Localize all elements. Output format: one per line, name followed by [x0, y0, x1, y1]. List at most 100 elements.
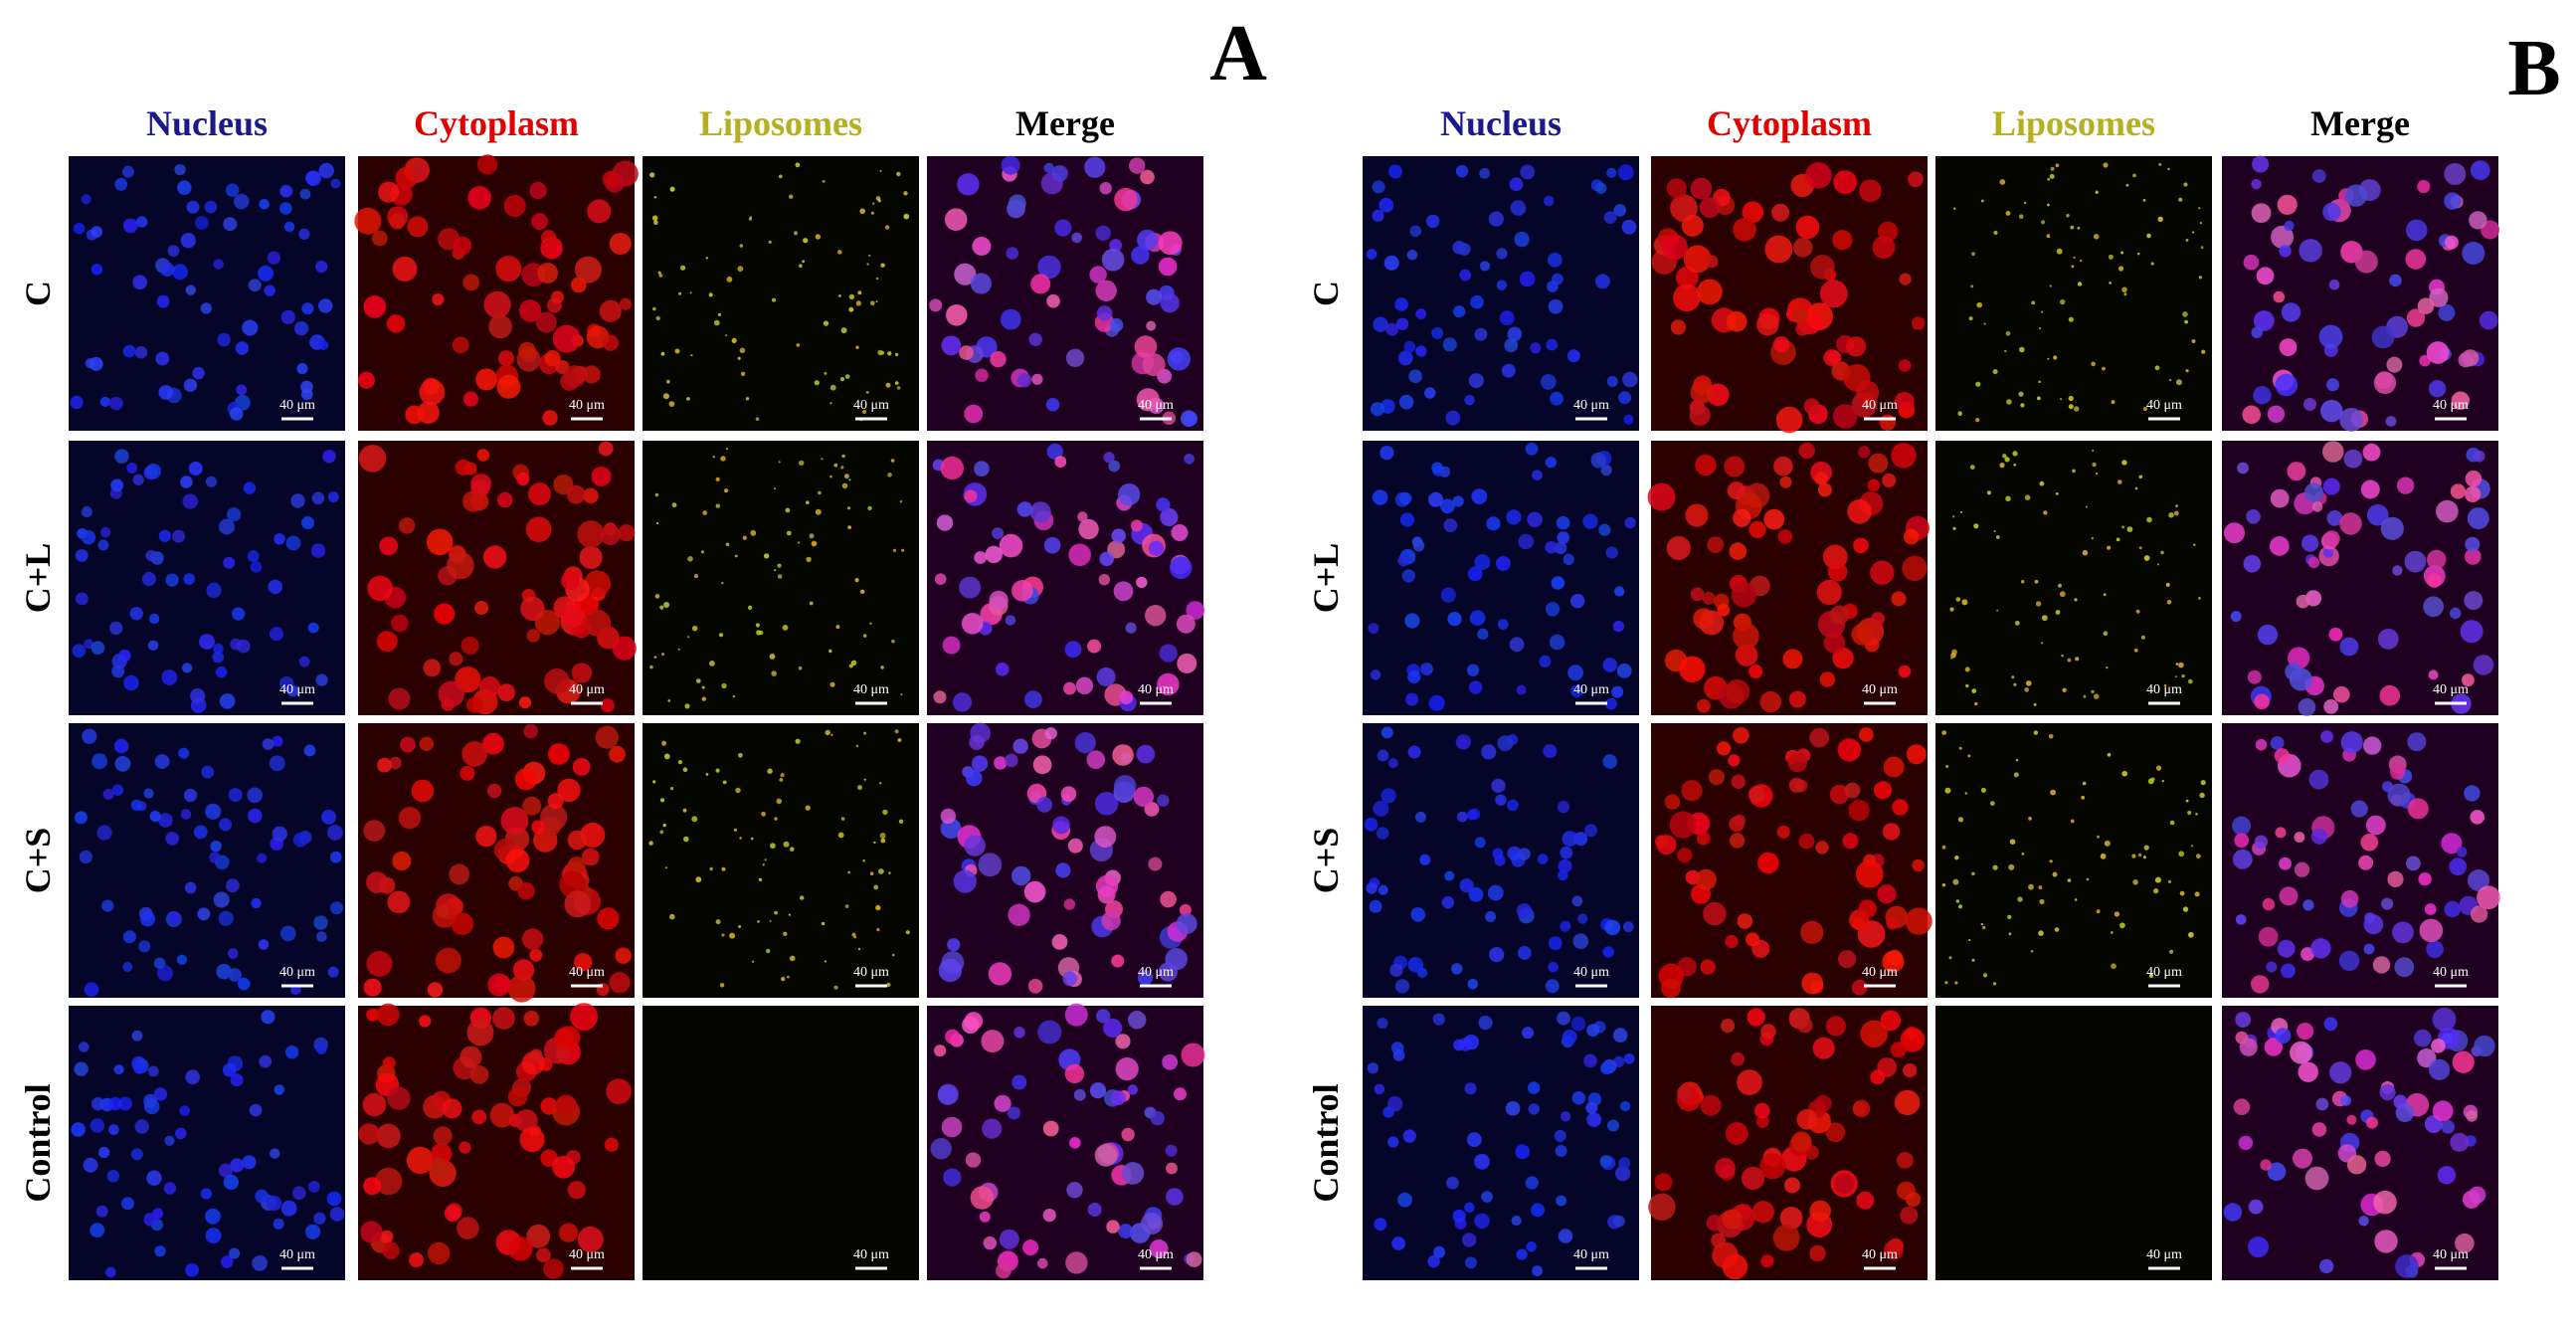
- cell: [1908, 171, 1924, 188]
- cell: [1721, 1019, 1736, 1034]
- cell: [738, 752, 743, 758]
- cell: [972, 237, 992, 256]
- cell: [896, 171, 901, 177]
- cell: [848, 293, 855, 300]
- cell: [840, 466, 844, 470]
- cell: [1408, 369, 1422, 384]
- cell: [2407, 732, 2427, 752]
- cell: [1817, 482, 1832, 497]
- cell: [2067, 878, 2072, 882]
- cell: [160, 262, 175, 277]
- cell: [363, 1177, 382, 1196]
- micrograph: 40 μm: [2222, 1006, 2498, 1280]
- cell: [1065, 1251, 1088, 1274]
- cell: [1532, 1265, 1543, 1276]
- cell: [1044, 727, 1057, 740]
- cell: [2363, 943, 2375, 955]
- cell: [1798, 442, 1815, 460]
- cell: [219, 693, 236, 709]
- cell: [2169, 949, 2174, 954]
- cell: [72, 644, 87, 658]
- cell: [2071, 265, 2075, 269]
- cell: [389, 213, 406, 230]
- cell: [1853, 537, 1869, 554]
- cell: [526, 629, 540, 643]
- cell: [267, 251, 280, 265]
- cell: [1898, 665, 1912, 678]
- cell: [1511, 1215, 1522, 1227]
- column-header: Merge: [2310, 103, 2410, 143]
- cell: [1882, 950, 1905, 973]
- cell: [197, 907, 211, 921]
- cell: [863, 731, 867, 735]
- cell: [279, 184, 293, 198]
- cell: [1961, 599, 1968, 606]
- cell: [1549, 936, 1563, 950]
- cell: [651, 215, 658, 221]
- cell: [2096, 473, 2099, 475]
- cell: [376, 1123, 401, 1149]
- cell: [1452, 495, 1464, 507]
- cell: [290, 493, 305, 508]
- cell: [518, 299, 542, 322]
- cell: [2279, 856, 2292, 870]
- cell: [1567, 665, 1583, 681]
- cell: [1442, 337, 1457, 352]
- cell: [139, 911, 156, 927]
- cell: [2279, 338, 2298, 356]
- cell: [1809, 1244, 1826, 1262]
- cell: [229, 407, 244, 421]
- cell: [934, 1045, 947, 1057]
- cell: [2270, 488, 2290, 508]
- cell: [219, 818, 232, 832]
- cell: [1462, 1233, 1477, 1247]
- cell: [1103, 1018, 1123, 1039]
- cell: [1114, 187, 1138, 212]
- cell: [1760, 1254, 1774, 1268]
- cell: [1024, 690, 1042, 708]
- cell: [97, 539, 109, 551]
- cell: [1032, 755, 1052, 775]
- cell: [795, 738, 801, 744]
- cell: [2374, 1150, 2391, 1167]
- cell: [209, 852, 221, 863]
- cell: [2311, 169, 2326, 183]
- cell: [507, 1086, 528, 1107]
- cell: [2058, 583, 2062, 588]
- cell: [806, 556, 812, 563]
- cell: [2143, 555, 2150, 561]
- cell: [1599, 1155, 1612, 1168]
- cell: [274, 1084, 285, 1095]
- cell: [732, 695, 736, 698]
- cell: [2366, 1116, 2378, 1129]
- cell: [1474, 1213, 1490, 1230]
- cell: [1487, 884, 1504, 901]
- cell: [2091, 361, 2096, 367]
- micrograph: 40 μm: [358, 441, 637, 715]
- cell: [389, 756, 402, 770]
- cell: [1571, 895, 1583, 907]
- cell: [1825, 1016, 1846, 1037]
- cell: [366, 950, 393, 977]
- cell: [1137, 970, 1154, 986]
- cell: [2428, 669, 2439, 680]
- cell: [821, 921, 826, 926]
- cell: [678, 291, 682, 295]
- cell: [380, 1230, 394, 1244]
- cell: [1760, 1024, 1776, 1040]
- cell: [1952, 878, 1959, 885]
- cell: [145, 550, 157, 562]
- cell: [959, 345, 974, 360]
- cell: [2235, 1031, 2249, 1045]
- cell: [1086, 750, 1106, 769]
- cell: [2366, 503, 2389, 526]
- cell: [1941, 845, 1946, 850]
- cell: [1562, 1030, 1577, 1045]
- cell: [185, 1069, 201, 1085]
- cell: [1812, 1037, 1835, 1059]
- cell: [875, 300, 878, 303]
- cell: [2095, 190, 2099, 194]
- cell: [1577, 913, 1588, 924]
- cell: [582, 848, 600, 866]
- cell: [992, 527, 1004, 539]
